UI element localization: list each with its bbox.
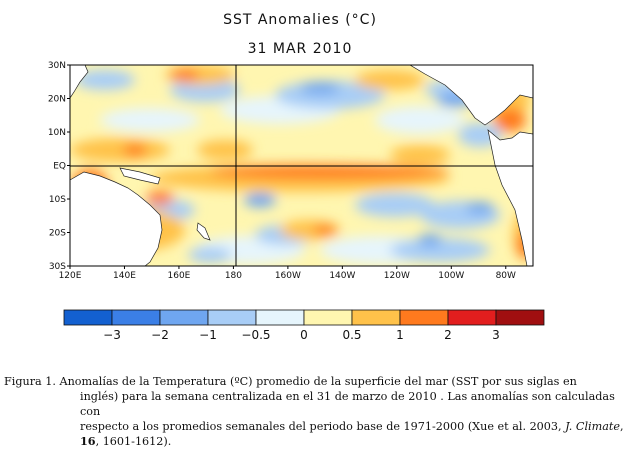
colorbar-tick-label: 1 xyxy=(396,328,404,342)
colorbar: −3 −2 −1 −0.5 0 0.5 1 2 3 xyxy=(63,309,545,342)
caption-line-2: inglés) para la semana centralizada en e… xyxy=(80,390,615,418)
colorbar-tick-label: 0 xyxy=(300,328,308,342)
colorbar-swatch xyxy=(255,309,305,326)
caption-journal: J. Climate xyxy=(565,420,620,433)
anomaly-shading xyxy=(70,65,533,264)
colorbar-swatch xyxy=(303,309,353,326)
colorbar-swatch xyxy=(495,309,545,326)
x-tick-label: 160W xyxy=(275,271,301,281)
colorbar-swatch xyxy=(111,309,161,326)
y-axis: 30N 20N 10N EQ 10S 20S 30S xyxy=(48,61,70,272)
y-tick-label: 20S xyxy=(49,229,66,239)
caption-volume: 16 xyxy=(80,434,96,448)
chart-subtitle: 31 MAR 2010 xyxy=(248,41,353,57)
colorbar-swatch xyxy=(63,309,113,326)
colorbar-tick-label: −3 xyxy=(103,328,121,342)
north-america-land xyxy=(409,65,533,126)
y-tick-label: 20N xyxy=(48,95,66,105)
y-tick-label: 10N xyxy=(48,128,66,138)
x-axis: 120E 140E 160E 180 160W 140W 120W 100W 80W xyxy=(59,266,516,281)
y-tick-label: EQ xyxy=(53,162,66,172)
x-tick-label: 160E xyxy=(168,271,191,281)
anomaly-field xyxy=(70,65,533,266)
caption-line-1: Figura 1. Anomalías de la Temperatura (º… xyxy=(4,375,577,388)
colorbar-swatch xyxy=(159,309,209,326)
x-tick-label: 120E xyxy=(59,271,82,281)
colorbar-tick-label: 0.5 xyxy=(342,328,361,342)
land-masses xyxy=(70,65,533,266)
y-tick-label: 30N xyxy=(48,61,66,71)
y-tick-label: 30S xyxy=(49,262,66,272)
south-america-land xyxy=(487,129,533,266)
x-tick-label: 140E xyxy=(113,271,136,281)
x-tick-label: 100W xyxy=(438,271,464,281)
x-tick-label: 180 xyxy=(225,271,242,281)
colorbar-swatch xyxy=(351,309,401,326)
figure-caption: Figura 1. Anomalías de la Temperatura (º… xyxy=(4,374,634,449)
x-tick-label: 140W xyxy=(329,271,355,281)
new-guinea-land xyxy=(119,167,161,185)
sst-anomaly-chart: SST Anomalies (°C) 31 MAR 2010 xyxy=(48,12,545,342)
caption-pages: , 1601-1612). xyxy=(95,435,172,448)
colorbar-tick-label: 2 xyxy=(444,328,452,342)
caption-line-4: 16, 1601-1612). xyxy=(4,434,634,449)
colorbar-swatch xyxy=(399,309,449,326)
x-tick-label: 80W xyxy=(496,271,516,281)
colorbar-tick-label: 3 xyxy=(492,328,500,342)
colorbar-swatch xyxy=(207,309,257,326)
australia-land xyxy=(70,171,163,266)
caption-separator: , xyxy=(620,420,624,433)
caption-line-3: respecto a los promedios semanales del p… xyxy=(4,419,634,434)
chart-title: SST Anomalies (°C) xyxy=(223,12,377,28)
colorbar-swatch xyxy=(447,309,497,326)
asia-land xyxy=(70,65,89,99)
colorbar-tick-label: −1 xyxy=(199,328,217,342)
new-caledonia-land xyxy=(196,222,211,241)
colorbar-tick-label: −2 xyxy=(151,328,169,342)
y-tick-label: 10S xyxy=(49,195,66,205)
x-tick-label: 120W xyxy=(384,271,410,281)
colorbar-tick-label: −0.5 xyxy=(241,328,270,342)
caption-text: respecto a los promedios semanales del p… xyxy=(80,420,566,433)
